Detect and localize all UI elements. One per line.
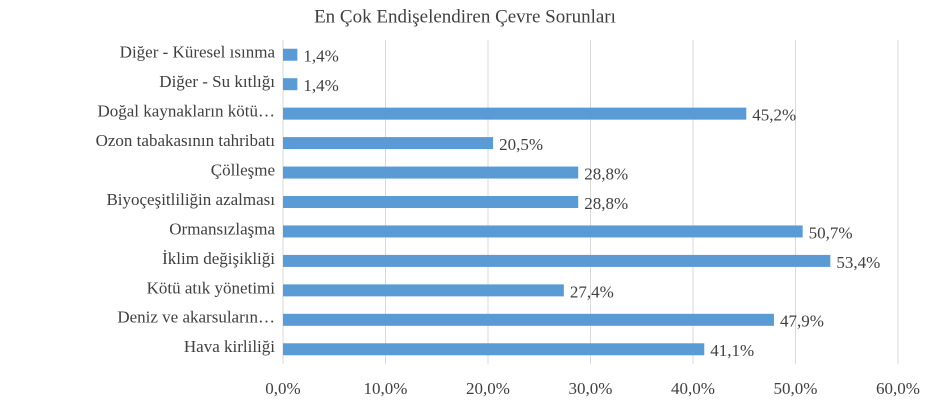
y-tick-label: Deniz ve akarsuların… — [117, 308, 275, 327]
value-label: 27,4% — [570, 282, 614, 301]
x-tick-label: 10,0% — [364, 379, 408, 398]
bar — [283, 166, 579, 179]
value-label: 1,4% — [303, 47, 338, 66]
y-tick-label: Çölleşme — [211, 160, 275, 179]
bar — [283, 284, 564, 297]
x-tick-label: 50,0% — [774, 379, 818, 398]
x-tick-label: 0,0% — [265, 379, 300, 398]
x-tick-label: 20,0% — [466, 379, 510, 398]
y-tick-label: Biyoçeşitliliğin azalması — [106, 190, 275, 209]
value-label: 50,7% — [809, 223, 853, 242]
bar — [283, 196, 579, 208]
y-tick-label: Ormansızlaşma — [169, 219, 275, 238]
y-tick-label: Doğal kaynakların kötü… — [97, 102, 275, 121]
y-tick-label: Kötü atık yönetimi — [147, 278, 276, 297]
bar — [283, 48, 298, 61]
x-tick-label: 60,0% — [876, 379, 920, 398]
y-tick-label: Diğer - Su kıtlığı — [159, 72, 275, 91]
y-tick-label: Ozon tabakasının tahribatı — [96, 131, 276, 150]
bar — [283, 225, 803, 238]
bar — [283, 137, 494, 150]
value-label: 28,8% — [584, 194, 628, 213]
bar — [283, 343, 705, 356]
bar — [283, 313, 774, 326]
value-label: 45,2% — [752, 106, 796, 125]
x-tick-label: 30,0% — [569, 379, 613, 398]
y-tick-label: Hava kirliliği — [184, 337, 275, 356]
value-label: 53,4% — [836, 253, 880, 272]
value-label: 41,1% — [710, 341, 754, 360]
bar — [283, 254, 831, 267]
value-label: 47,9% — [780, 312, 824, 331]
value-label: 28,8% — [584, 164, 628, 183]
chart-title: En Çok Endişelendiren Çevre Sorunları — [314, 6, 616, 27]
value-label: 20,5% — [499, 135, 543, 154]
bar — [283, 78, 298, 91]
y-tick-label: İklim değişikliği — [162, 249, 275, 268]
bar — [283, 107, 747, 120]
y-tick-label: Diğer - Küresel ısınma — [120, 43, 276, 62]
x-tick-label: 40,0% — [671, 379, 715, 398]
value-label: 1,4% — [303, 76, 338, 95]
